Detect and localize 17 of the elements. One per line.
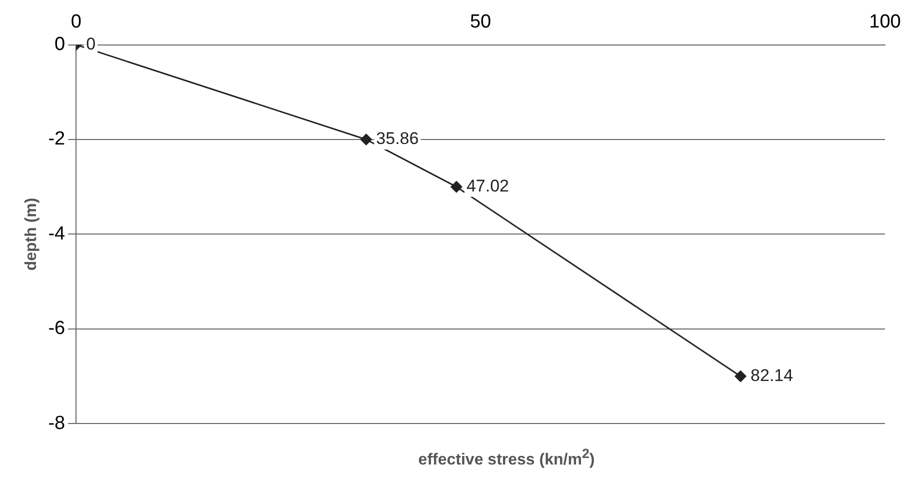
y-tick-label: -8 [48,412,66,434]
y-axis-title: depth (m) [23,198,40,271]
annotation: 35.86 [376,129,419,148]
x-axis-title: effective stress (kn/m$^{2}$) [417,446,596,470]
y-tick-label: -2 [48,128,66,150]
annotation: 82.14 [750,366,794,385]
y-tick-label: 0 [54,34,66,56]
point [360,134,372,146]
y-tick-label: -4 [48,223,66,244]
x-tick-label: 50 [470,12,492,33]
point [450,181,462,193]
point [734,370,746,382]
x-tick-label: 100 [869,12,901,33]
x-tick-label: 0 [70,12,82,33]
y-tick-label: -6 [48,318,66,340]
annotation: 47.02 [466,176,509,196]
annotation: 0 [86,34,96,54]
